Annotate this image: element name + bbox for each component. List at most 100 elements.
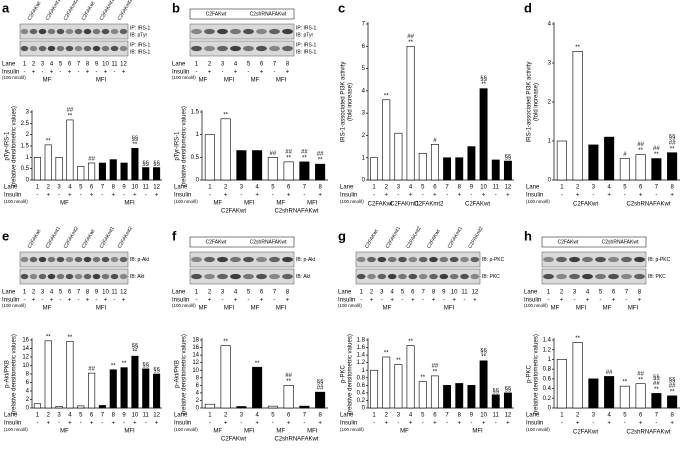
insulin-sign: + (560, 298, 564, 304)
insulin-sign: - (470, 421, 472, 427)
blot-band (83, 256, 92, 263)
significance: ** (396, 358, 401, 364)
bar (236, 406, 247, 409)
blot-band (47, 45, 56, 52)
blot-header: C2FAKwt (206, 239, 227, 245)
bar (382, 356, 391, 409)
x-tick-label: 1 (372, 413, 376, 419)
blot-label: IB: PKC (482, 274, 500, 280)
group-label: MFI (224, 78, 235, 84)
lane-number: 2 (32, 290, 36, 296)
bar (418, 152, 427, 181)
bar (572, 342, 583, 409)
lane-label: Lane (2, 290, 16, 296)
blot-band (56, 256, 65, 263)
lane-number: 4 (50, 290, 54, 296)
group-label: C2FAKwt (465, 202, 490, 208)
blot-strip (19, 268, 129, 285)
insulin-sign: + (208, 298, 212, 304)
lane-number: 10 (451, 290, 458, 296)
lane-number: 1 (23, 62, 27, 68)
insulin-sign: + (111, 193, 115, 199)
insulin-note: (100 nmol/l) (526, 199, 550, 204)
blot-band (595, 256, 606, 263)
blot-band (569, 273, 580, 280)
significance: ** (46, 138, 51, 144)
insulin-sign: + (46, 421, 50, 427)
insulin-sign: + (68, 193, 72, 199)
blot-header: C2FAKmt1 (385, 226, 402, 250)
insulin-sign: - (196, 70, 198, 76)
group-label: MF (60, 429, 69, 435)
blot-band (101, 45, 110, 52)
blot-band (282, 45, 293, 52)
significance: ** (318, 158, 323, 164)
y-axis-label: pTyr-IRS-1 (5, 131, 11, 161)
bar (479, 360, 488, 409)
significance: ** (481, 354, 486, 360)
insulin-sign: + (224, 421, 228, 427)
y-tick-label: 0 (362, 178, 366, 184)
blot-band (83, 45, 92, 52)
blot-header: C2FAKwt (81, 0, 97, 22)
insulin-note: (100 nmol/l) (2, 75, 26, 80)
blot-band (449, 256, 459, 263)
y-tick-label: 2 (548, 100, 552, 106)
group-label: C2shRNAFAKwt (274, 209, 318, 215)
significance: §§ (132, 344, 139, 350)
insulin-sign: - (248, 70, 250, 76)
insulin-sign: + (409, 193, 413, 199)
bar (267, 405, 278, 409)
blot-band (29, 28, 38, 35)
group-label: MFI (276, 306, 287, 312)
blot-band (119, 273, 128, 280)
insulin-sign: + (384, 193, 388, 199)
blot-band (74, 256, 83, 263)
blot-band (367, 273, 376, 280)
y-tick-label: 1.5 (191, 110, 200, 116)
blot-band (269, 273, 280, 280)
blot-band (191, 45, 202, 52)
x-tick-label: 10 (132, 185, 139, 191)
lane-number: 6 (260, 62, 264, 68)
blot-label: IB: Akt (130, 274, 145, 280)
bar (394, 132, 403, 181)
x-tick-label: 4 (255, 413, 259, 419)
blot-band (217, 28, 228, 35)
significance: ** (122, 361, 127, 367)
y-tick-label: 0.2 (357, 398, 366, 404)
blot-band (204, 273, 215, 280)
insulin-sign: + (255, 421, 259, 427)
significance: ## (407, 34, 414, 40)
blot-band (119, 45, 128, 52)
lane-number: 4 (390, 290, 394, 296)
blot-band (556, 256, 567, 263)
bar (204, 403, 215, 409)
group-label: MFI (444, 306, 455, 312)
insulin-sign: + (234, 298, 238, 304)
blot-band (269, 28, 280, 35)
group-label: MFI (472, 429, 483, 435)
bar (220, 345, 231, 409)
blot-band (83, 28, 92, 35)
insulin-sign: - (272, 193, 274, 199)
x-tick-label: 3 (592, 413, 596, 419)
insulin-sign: + (409, 421, 413, 427)
lane-number: 1 (547, 290, 551, 296)
insulin-sign: - (42, 70, 44, 76)
blot-band (101, 273, 110, 280)
y-axis-label: p-PKC (527, 364, 533, 382)
significance: ## (88, 157, 95, 163)
insulin-sign: - (222, 298, 224, 304)
insulin-sign: + (86, 298, 90, 304)
blot-band (582, 273, 593, 280)
y-tick-label: 1.5 (21, 144, 30, 150)
blot-band (101, 256, 110, 263)
significance: §§ (142, 161, 149, 167)
group-label: MF (199, 306, 208, 312)
lane-label: Lane (172, 290, 186, 296)
y-tick-label: 4 (548, 22, 552, 28)
y-tick-label: 0.4 (357, 390, 366, 396)
x-tick-label: 9 (470, 185, 474, 191)
